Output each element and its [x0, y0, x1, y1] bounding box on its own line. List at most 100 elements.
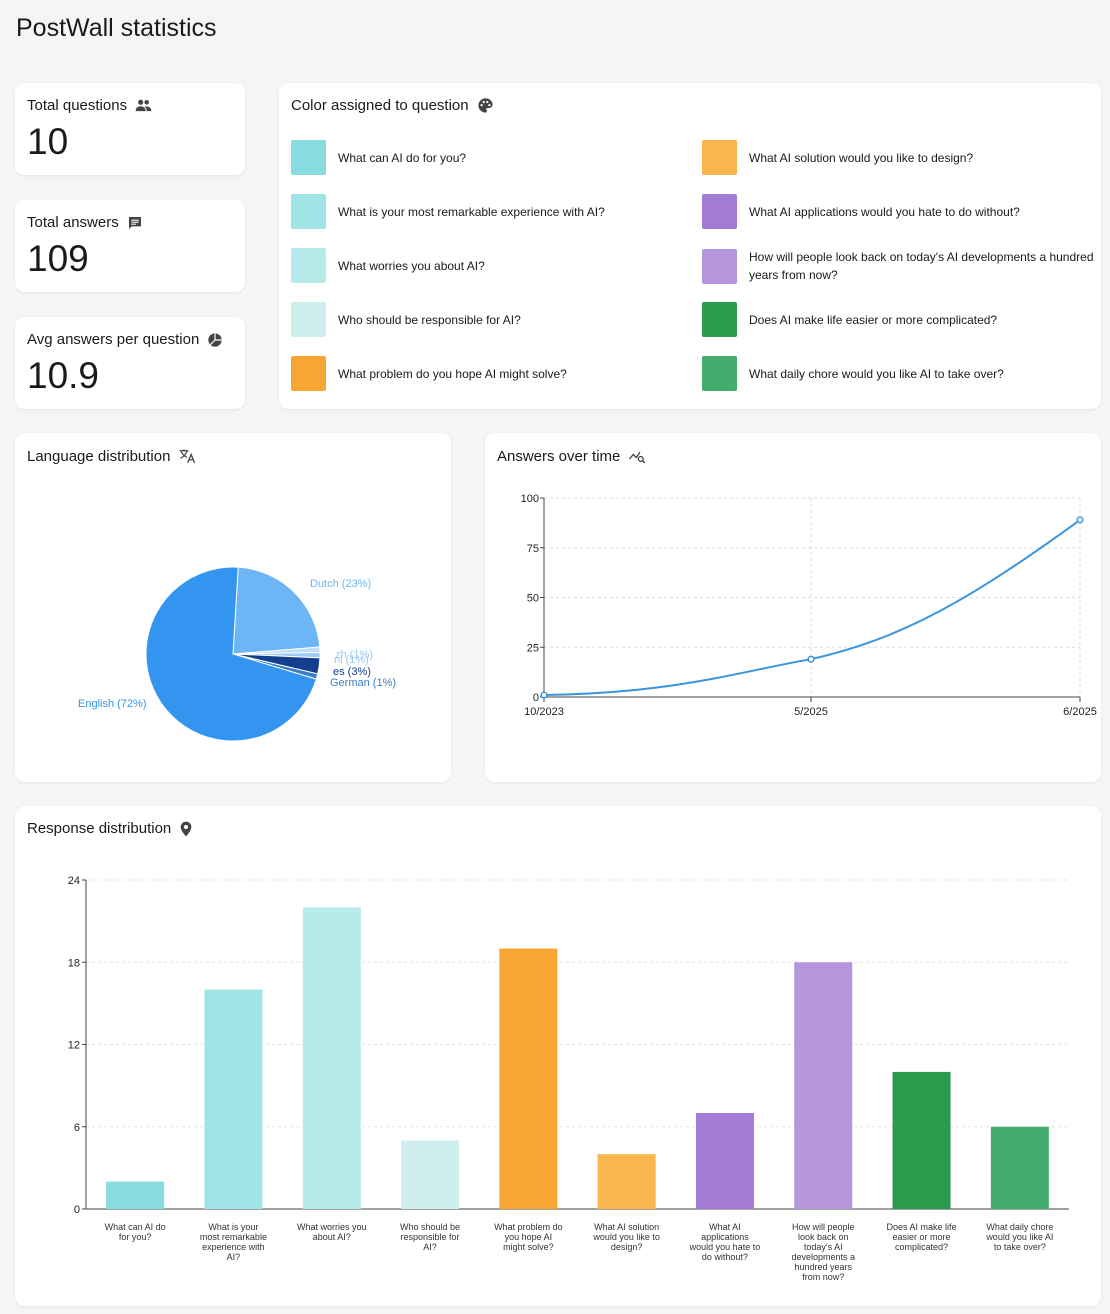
pie-label-german: German (1%) — [330, 677, 396, 689]
legend-label: What can AI do for you? — [338, 150, 467, 165]
response-distribution-card: Response distribution 0 6 12 18 24 What can … — [15, 806, 1101, 1306]
y-tick-label: 0 — [533, 692, 539, 704]
color-legend-title: Color assigned to question — [291, 97, 469, 114]
legend-swatch — [702, 140, 737, 175]
pie-slice-dutch[interactable] — [232, 566, 321, 655]
y-tick-label: 24 — [68, 875, 80, 887]
legend-swatch — [702, 194, 737, 229]
legend-item: What worries you about AI? — [291, 248, 683, 283]
legend-swatch — [291, 356, 326, 391]
legend-label: What is your most remarkable experience … — [338, 204, 605, 219]
x-category-label: What AI solution would you like to desig… — [593, 1222, 660, 1252]
avg-answers-card: Avg answers per question 10.9 — [15, 317, 245, 409]
x-category-label: What is your most remarkable experience … — [199, 1222, 267, 1262]
language-pie-chart: Dutch (23%) zh (1%)nl (1%)es (3%)German (… — [78, 566, 396, 742]
total-questions-value: 10 — [27, 121, 69, 162]
y-tick-label: 50 — [527, 593, 539, 605]
answers-over-time-title: Answers over time — [497, 447, 621, 465]
x-category-label: Does AI make life easier or more complic… — [886, 1222, 957, 1252]
legend-swatch — [702, 248, 737, 284]
bar[interactable] — [597, 1154, 656, 1209]
answers-over-time-card: Answers over time 0 25 50 75 100 10/2023 5/202… — [485, 433, 1101, 782]
response-bar-chart: 0 6 12 18 24 — [68, 875, 1069, 1216]
bar[interactable] — [106, 1181, 165, 1209]
x-tick-label: 10/2023 — [524, 706, 564, 718]
legend-item: What is your most remarkable experience … — [291, 194, 683, 229]
legend-label: What AI applications would you hate to d… — [749, 204, 1020, 219]
data-point[interactable] — [807, 655, 815, 663]
legend-swatch — [702, 302, 737, 337]
pie-label-zh: zh (1%) — [335, 649, 373, 661]
x-category-label: What problem do you hope AI might solve? — [494, 1222, 563, 1252]
x-category-label: Who should be responsible for AI? — [400, 1222, 461, 1252]
legend-label: Does AI make life easier or more complic… — [749, 312, 998, 327]
translate-icon — [178, 447, 196, 465]
bar[interactable] — [302, 907, 361, 1209]
data-point[interactable] — [540, 691, 548, 699]
bar[interactable] — [695, 1113, 754, 1209]
y-tick-label: 0 — [74, 1204, 80, 1216]
y-tick-label: 18 — [68, 957, 80, 969]
language-distribution-card: Language distribution Dutch (23%) zh (1%)… — [15, 433, 451, 782]
query-stats-icon — [628, 447, 646, 465]
pie-label-es: es (3%) — [333, 666, 371, 678]
y-tick-label: 12 — [68, 1040, 80, 1052]
pie-label-english: English (72%) — [78, 698, 146, 710]
data-point[interactable] — [1076, 516, 1084, 524]
pie-label-dutch: Dutch (23%) — [310, 578, 371, 590]
legend-item: What AI solution would you like to desig… — [702, 140, 1094, 175]
answers-line-chart: 0 25 50 75 100 10/2023 5/2025 6/2025 — [521, 493, 1097, 718]
y-tick-label: 100 — [521, 493, 539, 505]
total-answers-card: Total answers 109 — [15, 200, 245, 292]
x-category-label: What daily chore would you like AI to ta… — [986, 1222, 1054, 1252]
color-legend-card: Color assigned to question What can AI d… — [279, 83, 1101, 409]
bar[interactable] — [892, 1071, 951, 1209]
total-answers-label: Total answers — [27, 214, 119, 231]
bar[interactable] — [401, 1140, 460, 1209]
avg-answers-value: 10.9 — [27, 355, 100, 396]
legend-item: What problem do you hope AI might solve? — [291, 356, 683, 391]
legend-swatch — [291, 140, 326, 175]
pie-icon — [207, 332, 223, 348]
bar[interactable] — [990, 1126, 1049, 1209]
legend-label: What worries you about AI? — [338, 258, 485, 273]
legend-item: What AI applications would you hate to d… — [702, 194, 1094, 229]
legend-item: Who should be responsible for AI? — [291, 302, 683, 337]
bar[interactable] — [204, 989, 263, 1209]
location-pin-icon — [179, 821, 193, 837]
legend-item: Does AI make life easier or more complic… — [702, 302, 1094, 337]
page-title: PostWall statistics — [16, 14, 217, 42]
legend-swatch — [291, 248, 326, 283]
x-category-label: What worries you about AI? — [296, 1222, 367, 1242]
x-category-label: What AI applications would you hate to d… — [689, 1222, 761, 1262]
y-tick-label: 6 — [74, 1122, 80, 1134]
total-questions-card: Total questions 10 — [15, 83, 245, 175]
x-tick-label: 5/2025 — [794, 706, 828, 718]
legend-label: Who should be responsible for AI? — [338, 312, 521, 327]
legend-swatch — [291, 302, 326, 337]
pie-slice-english[interactable] — [145, 566, 317, 742]
x-category-label: How will people look back on today's AI … — [791, 1222, 856, 1282]
total-questions-label: Total questions — [27, 97, 128, 114]
legend-swatch — [291, 194, 326, 229]
legend-item: How will people look back on today's AI … — [702, 248, 1094, 284]
bar[interactable] — [794, 962, 853, 1209]
bar[interactable] — [499, 948, 558, 1209]
total-answers-value: 109 — [27, 238, 89, 279]
message-icon — [127, 215, 143, 231]
palette-icon — [477, 97, 494, 114]
legend-item: What daily chore would you like AI to ta… — [702, 356, 1094, 391]
legend-swatch — [702, 356, 737, 391]
response-distribution-title: Response distribution — [27, 820, 172, 837]
y-tick-label: 75 — [527, 543, 539, 555]
series-line — [543, 519, 1081, 697]
language-distribution-title: Language distribution — [27, 447, 171, 465]
legend-item: What can AI do for you? — [291, 140, 683, 175]
legend-label: What problem do you hope AI might solve? — [338, 366, 567, 381]
people-icon — [135, 99, 152, 112]
x-category-label: What can AI do for you? — [104, 1222, 166, 1242]
legend-label: How will people look back on today's AI … — [749, 250, 1094, 282]
pie-label-nl: nl (1%) — [334, 654, 369, 666]
x-tick-label: 6/2025 — [1063, 706, 1097, 718]
legend-label: What AI solution would you like to desig… — [749, 150, 974, 165]
